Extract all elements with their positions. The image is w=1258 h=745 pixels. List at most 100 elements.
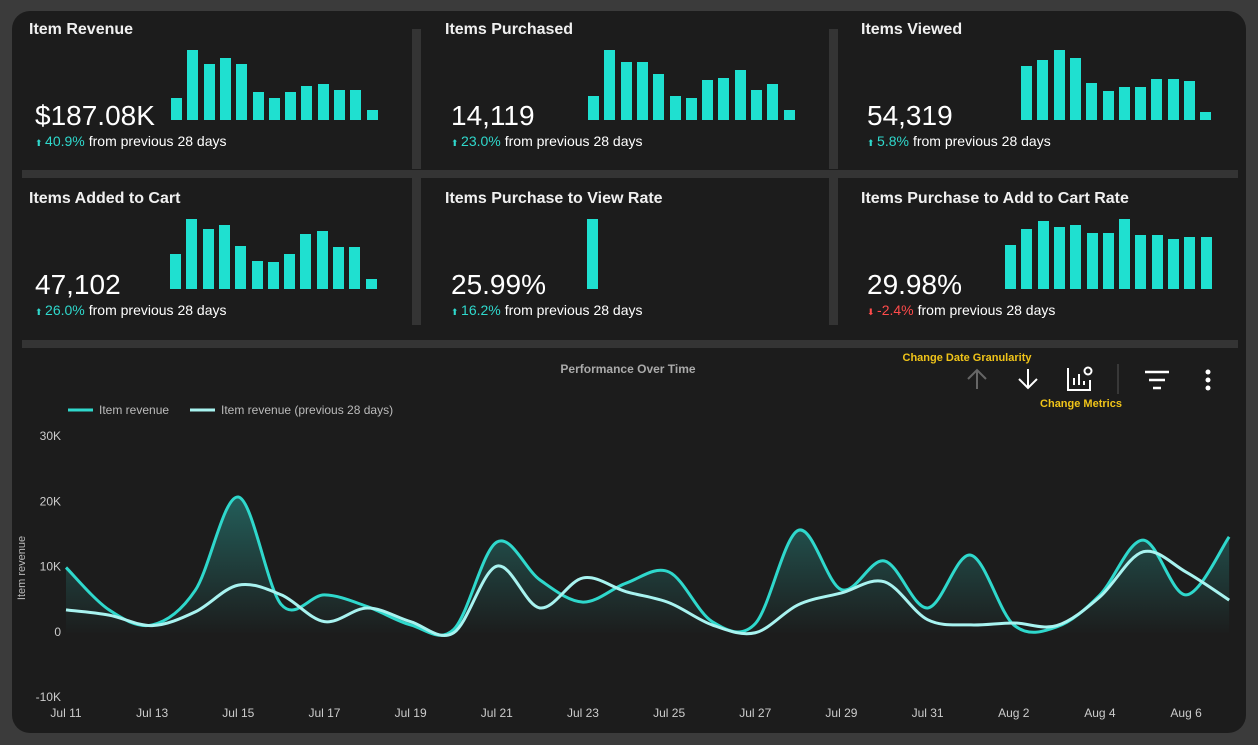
x-tick-label: Jul 23 [567,706,599,720]
spark-bar [334,90,345,120]
separator [412,29,421,169]
sparkline [171,50,391,120]
spark-bar [1184,80,1195,120]
spark-bar [751,90,762,120]
spark-bar [783,110,795,120]
spark-bar [251,261,263,289]
spark-bar [620,62,632,120]
change-value: 23.0% [461,133,501,149]
change-text: from previous 28 days [88,133,227,149]
spark-bar [170,254,181,289]
card-title: Items Purchase to View Rate [445,190,663,207]
spark-bar [301,86,313,120]
change-text: from previous 28 days [912,133,1051,149]
spark-bar [236,64,248,120]
x-tick-label: Aug 6 [1170,706,1202,720]
kpi-card: Items Viewed 54,319 ⬆ 5.8% from previous 28… [854,15,1242,170]
drill-down-button[interactable] [1018,369,1038,390]
y-tick-label: 30K [40,429,61,443]
tooltip: Change Date Granularity [903,352,1033,364]
legend-label: Item revenue (previous 28 days) [221,403,393,417]
change-value: 16.2% [461,302,501,318]
change-text: from previous 28 days [504,133,643,149]
spark-bar [235,246,247,289]
x-tick-label: Jul 15 [222,706,254,720]
separator [829,29,838,169]
spark-bar [636,62,648,120]
kpi-card: Items Purchase to Add to Cart Rate 29.98%… [854,184,1242,339]
change-text: from previous 28 days [88,302,227,318]
spark-bar [202,229,214,289]
change-text: from previous 28 days [917,302,1056,318]
spark-bar [1168,239,1179,289]
separator [22,340,1238,348]
spark-bar [316,231,328,289]
spark-bar [1200,237,1212,289]
change-value: 26.0% [45,302,85,318]
y-tick-label: 20K [40,494,61,508]
spark-bar [1151,78,1163,120]
metrics-button[interactable] [1067,366,1093,391]
spark-bar [1053,227,1065,289]
x-tick-label: Jul 27 [739,706,771,720]
spark-bar [1167,78,1179,120]
spark-bar [702,80,714,120]
kpi-value: 14,119 [451,100,535,131]
tooltip: Change Metrics [1040,398,1122,410]
x-tick-label: Jul 21 [481,706,513,720]
spark-bar [203,64,215,120]
x-tick-label: Jul 29 [825,706,857,720]
spark-bar [187,50,199,120]
y-axis-title: Item revenue [16,536,28,600]
chart-title: Performance Over Time [560,362,696,376]
spark-bar [1118,87,1130,120]
area [66,496,1230,636]
spark-bar [1021,229,1033,289]
spark-bar [1037,60,1049,120]
change-arrow: ⬆ [35,307,46,317]
spark-bar [1200,111,1212,120]
kpi-change: ⬆ 40.9% from previous 28 days [35,133,226,149]
spark-bar [350,90,362,120]
spark-bar [1102,91,1114,120]
card-title: Items Viewed [861,21,963,38]
kpi-card: Items Purchase to View Rate 25.99% ⬆ 16.2%… [438,184,826,339]
spark-bar [284,254,296,289]
spark-bar [1135,235,1147,289]
spark-bar [252,92,264,120]
y-tick-label: 0 [54,625,61,639]
change-value: 40.9% [45,133,85,149]
x-tick-label: Aug 4 [1084,706,1116,720]
change-arrow: ⬇ [867,307,878,317]
spark-bar [685,98,697,120]
sparkline [1021,50,1241,120]
kpi-change: ⬇ -2.4% from previous 28 days [867,302,1055,318]
kpi-value: $187.08K [35,100,155,131]
spark-bar [1086,82,1098,120]
spark-bar [718,78,730,120]
line [65,549,1230,637]
kpi-change: ⬆ 5.8% from previous 28 days [867,133,1051,149]
kpi-card: Item Revenue $187.08K ⬆ 40.9% from previous… [22,15,410,170]
spark-bar [1005,245,1016,289]
kpi-value: 54,319 [867,100,953,131]
kpi-change: ⬆ 26.0% from previous 28 days [35,302,226,318]
spark-bar [365,279,377,289]
spark-bar [300,234,312,289]
drill-up-button[interactable] [967,368,987,389]
spark-bar [1037,221,1049,289]
spark-bar [767,84,779,120]
sparkline [587,219,807,289]
filter-button[interactable] [1145,370,1169,390]
x-tick-label: Jul 13 [136,706,168,720]
change-arrow: ⬆ [867,138,878,148]
x-tick-label: Aug 2 [998,706,1030,720]
more-button[interactable] [1205,369,1211,391]
spark-bar [1135,87,1147,120]
kpi-card: Items Added to Cart 47,102 ⬆ 26.0% from pre… [22,184,410,339]
spark-bar [267,262,279,289]
change-arrow: ⬆ [35,138,46,148]
spark-bar [171,98,182,120]
x-tick-label: Jul 19 [395,706,427,720]
